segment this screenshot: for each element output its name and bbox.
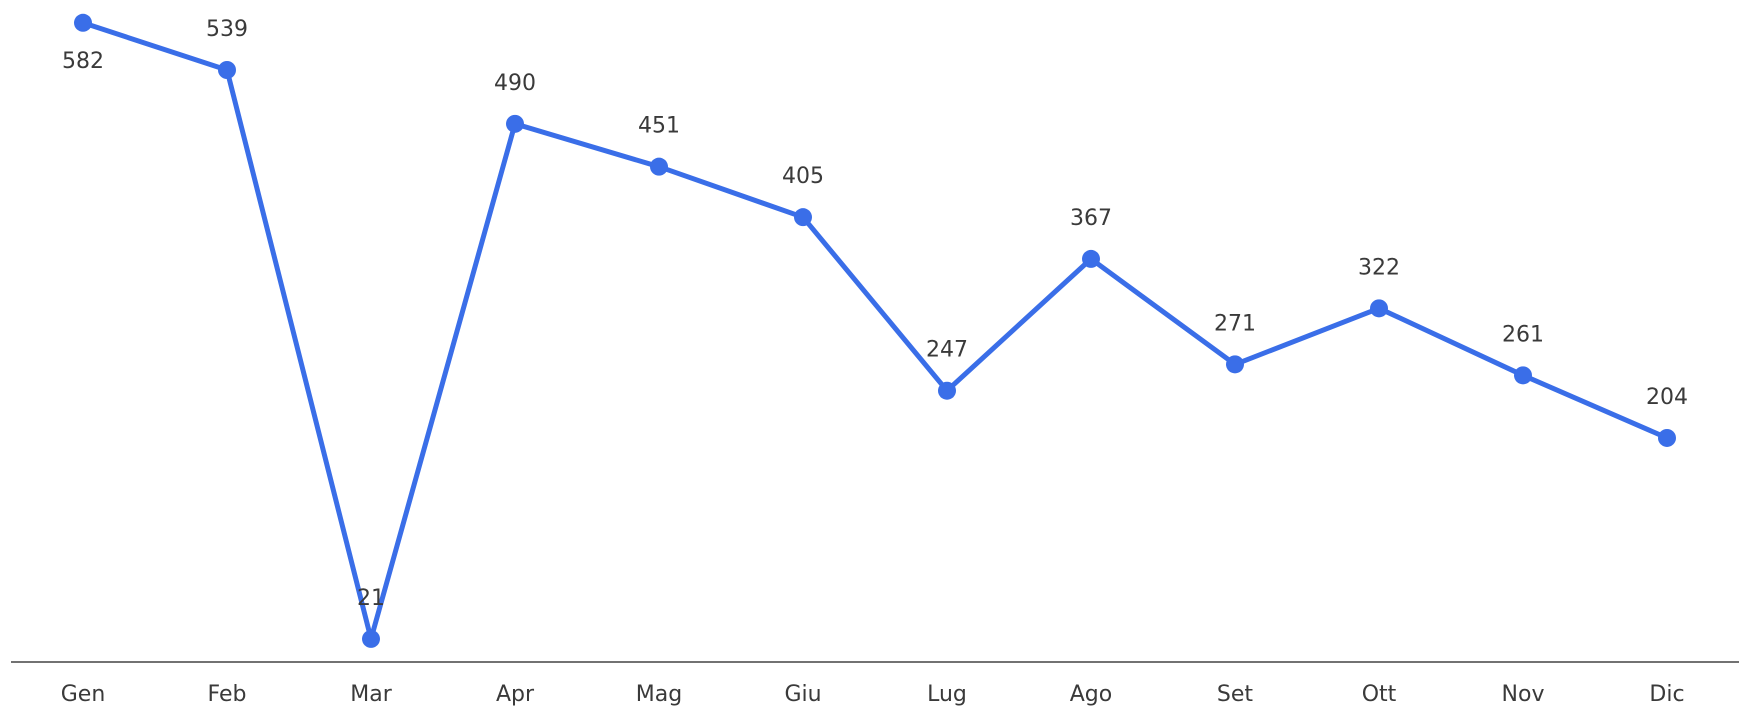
x-tick-label: Feb bbox=[208, 682, 247, 707]
x-tick-label: Lug bbox=[927, 682, 967, 707]
data-label: 367 bbox=[1070, 206, 1112, 231]
point bbox=[1514, 366, 1532, 385]
x-tick-label: Ott bbox=[1362, 682, 1397, 707]
x-tick-label: Set bbox=[1217, 682, 1254, 707]
point bbox=[1658, 428, 1676, 447]
x-tick-label: Mar bbox=[350, 682, 392, 707]
point bbox=[1370, 299, 1388, 318]
x-tick-label: Mag bbox=[636, 682, 682, 707]
point bbox=[794, 208, 812, 227]
data-label: 204 bbox=[1646, 385, 1688, 410]
data-label: 247 bbox=[926, 338, 968, 363]
point bbox=[1226, 355, 1244, 374]
x-tick-label: Gen bbox=[61, 682, 106, 707]
x-tick-label: Dic bbox=[1649, 682, 1684, 707]
line bbox=[82, 20, 1668, 642]
x-tick-label: Giu bbox=[784, 682, 821, 707]
data-label: 21 bbox=[357, 586, 385, 611]
point bbox=[74, 13, 92, 32]
x-tick-label: Nov bbox=[1502, 682, 1545, 707]
data-label: 271 bbox=[1214, 311, 1256, 336]
point bbox=[362, 629, 380, 648]
data-label: 322 bbox=[1358, 255, 1400, 280]
point bbox=[1082, 249, 1100, 268]
point bbox=[650, 157, 668, 176]
data-label: 405 bbox=[782, 164, 824, 189]
data-label: 451 bbox=[638, 114, 680, 139]
data-label: 490 bbox=[494, 71, 536, 96]
point bbox=[506, 114, 524, 133]
x-tick-label: Apr bbox=[496, 682, 535, 707]
x-tick-label: Ago bbox=[1070, 682, 1112, 707]
data-label: 539 bbox=[206, 17, 248, 42]
data-label: 261 bbox=[1502, 322, 1544, 347]
point bbox=[218, 60, 236, 79]
data-label: 582 bbox=[62, 49, 104, 74]
point bbox=[938, 381, 956, 400]
